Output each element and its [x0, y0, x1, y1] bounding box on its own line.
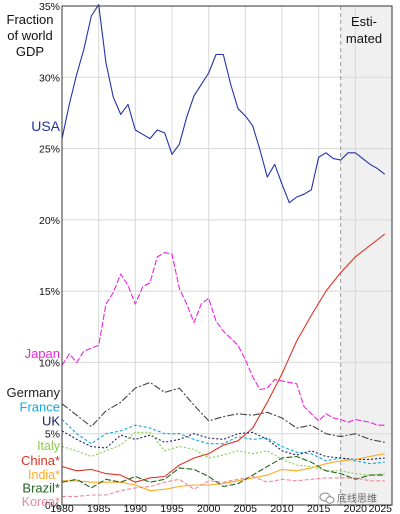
series-label-uk: UK	[42, 414, 60, 429]
y-tick-label-0: 0%	[45, 500, 60, 512]
series-line-korea	[62, 475, 385, 497]
series-label-germany: Germany	[7, 385, 61, 400]
y-axis-title-line-1: Fraction	[7, 12, 54, 27]
x-tick-label-1980: 1980	[50, 503, 74, 514]
x-tick-label-2005: 2005	[234, 503, 258, 514]
series-label-usa: USA	[31, 118, 60, 134]
y-tick-label-10: 10%	[39, 357, 60, 369]
y-tick-label-15: 15%	[39, 286, 60, 298]
x-tick-label-2015: 2015	[307, 503, 331, 514]
series-label-brazil: Brazil*	[22, 481, 60, 496]
series-label-china: China*	[21, 453, 60, 468]
y-tick-labels: 0% 5% 10% 15% 20% 25% 30% 35%	[39, 1, 60, 512]
watermark-text: 底线思维	[337, 492, 377, 505]
y-axis-title-line-3: GDP	[16, 44, 44, 59]
wechat-icon	[319, 492, 335, 504]
series-line-india	[62, 453, 385, 492]
series-line-italy	[61, 431, 385, 476]
x-tick-label-1985: 1985	[87, 503, 111, 514]
estimated-label-line-2: mated	[346, 31, 382, 46]
x-tick-label-2000: 2000	[197, 503, 221, 514]
watermark: 底线思维	[319, 492, 377, 505]
estimated-label: Esti-mated	[346, 14, 382, 46]
x-tick-label-2010: 2010	[270, 503, 294, 514]
series-line-germany	[61, 381, 385, 443]
y-tick-label-25: 25%	[39, 144, 60, 156]
estimated-region	[340, 6, 392, 505]
series-line-china	[61, 233, 386, 483]
y-tick-label-5: 5%	[45, 429, 60, 441]
series-label-italy: Italy	[37, 439, 61, 453]
series-line-brazil	[61, 455, 385, 489]
series-lines	[61, 4, 386, 497]
series-line-japan	[61, 252, 385, 426]
y-tick-label-20: 20%	[39, 215, 60, 227]
y-tick-label-30: 30%	[39, 72, 60, 84]
estimated-label-line-1: Esti-	[351, 14, 377, 29]
y-tick-label-35: 35%	[39, 1, 60, 13]
series-line-france	[61, 419, 385, 465]
series-label-japan: Japan	[25, 346, 60, 361]
series-label-france: France	[20, 399, 60, 414]
series-line-usa	[61, 4, 386, 204]
series-label-india: India*	[28, 468, 60, 482]
x-tick-label-1990: 1990	[124, 503, 148, 514]
y-axis-title-line-2: of world	[7, 28, 53, 43]
series-line-uk	[61, 430, 385, 460]
x-tick-label-1995: 1995	[160, 503, 184, 514]
x-tick-labels: 1980 1985 1990 1995 2000 2005 2010 2015 2020 2025	[50, 503, 392, 514]
series-label-korea: Korea*	[22, 495, 60, 509]
x-tick-label-2020: 2020	[344, 503, 368, 514]
plot-frame	[61, 5, 393, 506]
x-tick-label-2025: 2025	[369, 503, 393, 514]
